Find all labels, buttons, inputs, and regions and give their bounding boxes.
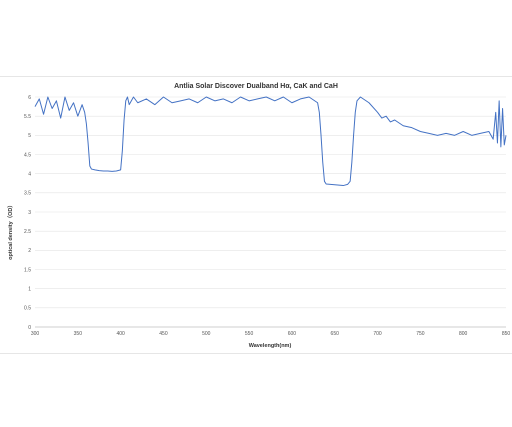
y-tick-label: 3 <box>28 210 31 216</box>
gridlines <box>35 96 506 309</box>
series-line <box>34 96 507 187</box>
x-tick-label: 350 <box>74 331 83 337</box>
x-tick-label: 400 <box>116 331 125 337</box>
y-tick-label: 4.5 <box>24 152 31 158</box>
line-chart: Antlia Solar Discover Dualband Hα, CaK a… <box>6 83 511 349</box>
series-layer <box>34 96 507 187</box>
y-tick-label: 1 <box>28 286 31 292</box>
x-tick-label: 300 <box>31 331 40 337</box>
y-tick-label: 2.5 <box>24 229 31 235</box>
y-tick-label: 4 <box>28 171 31 177</box>
x-axis-ticks: 300 350 400 450 500 550 600 650 700 750 800 850 <box>31 331 511 337</box>
y-tick-label: 6 <box>28 95 31 101</box>
x-tick-label: 500 <box>202 331 211 337</box>
x-tick-label: 550 <box>245 331 254 337</box>
x-tick-label: 650 <box>331 331 340 337</box>
y-tick-label: 2 <box>28 248 31 254</box>
y-tick-label: 0.5 <box>24 306 31 312</box>
x-axis-label: Wavelength(nm) <box>249 343 292 349</box>
x-tick-label: 700 <box>373 331 382 337</box>
x-tick-label: 800 <box>459 331 468 337</box>
y-axis-ticks: 0 0.5 1 1.5 2 2.5 3 3.5 4 4.5 5 5.5 6 <box>24 95 31 331</box>
x-tick-label: 600 <box>288 331 297 337</box>
x-tick-label: 750 <box>416 331 425 337</box>
y-tick-label: 1.5 <box>24 267 31 273</box>
x-tick-label: 450 <box>159 331 168 337</box>
y-tick-label: 3.5 <box>24 191 31 197</box>
y-tick-label: 0 <box>28 325 31 331</box>
x-tick-label: 850 <box>502 331 511 337</box>
chart-title: Antlia Solar Discover Dualband Hα, CaK a… <box>174 83 338 90</box>
y-axis-label: optical density（OD） <box>6 202 14 260</box>
y-tick-label: 5 <box>28 133 31 139</box>
chart-container: Antlia Solar Discover Dualband Hα, CaK a… <box>0 76 512 354</box>
y-tick-label: 5.5 <box>24 114 31 120</box>
